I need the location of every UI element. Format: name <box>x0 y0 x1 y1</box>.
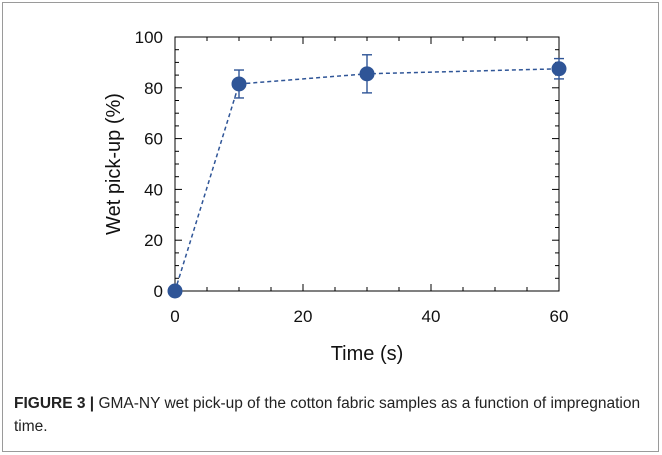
chart: 0 20 40 60 80 100 0 20 40 60 Time (s) Wet pick-up… <box>103 28 569 365</box>
data-point <box>167 283 183 299</box>
tick-labels: 0 20 40 60 80 100 0 20 40 60 <box>135 28 569 326</box>
caption-text: GMA-NY wet pick-up of the cotton fabric … <box>14 395 641 435</box>
axis-ticks <box>174 36 560 292</box>
y-tick-label: 80 <box>144 79 163 98</box>
figure-caption: FIGURE 3 | GMA-NY wet pick-up of the cot… <box>14 392 644 438</box>
x-tick-label: 20 <box>294 307 313 326</box>
x-axis-title: Time (s) <box>331 343 404 365</box>
y-tick-label: 0 <box>154 282 163 301</box>
data-point <box>231 76 247 92</box>
x-tick-label: 40 <box>422 307 441 326</box>
y-tick-label: 60 <box>144 130 163 149</box>
series-layer <box>167 54 567 299</box>
series-line <box>174 68 560 292</box>
y-tick-label: 20 <box>144 231 163 250</box>
y-axis-title: Wet pick-up (%) <box>103 93 125 235</box>
x-tick-label: 0 <box>170 307 179 326</box>
y-tick-label: 100 <box>135 28 163 47</box>
caption-label: FIGURE 3 | <box>14 395 95 412</box>
y-tick-label: 40 <box>144 180 163 199</box>
data-point <box>551 61 567 77</box>
x-tick-label: 60 <box>550 307 569 326</box>
data-point <box>359 66 375 82</box>
